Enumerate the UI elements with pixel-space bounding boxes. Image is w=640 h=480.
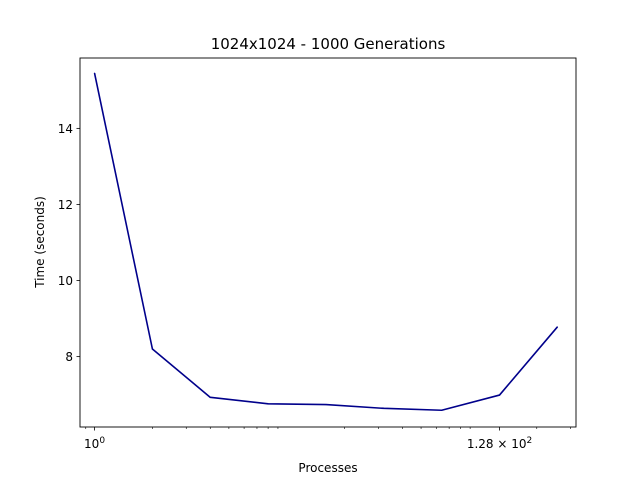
data-point: [498, 394, 501, 396]
y-tick-label: 8: [65, 350, 73, 364]
y-tick-label: 14: [58, 122, 73, 136]
y-tick-label: 12: [58, 198, 73, 212]
data-point: [556, 326, 558, 328]
y-axis-ticks: 8 10 12 14: [58, 122, 80, 364]
data-point: [209, 396, 211, 398]
x-axis-ticks: 100 1.28 × 102: [84, 427, 532, 451]
x-tick-label: 100: [84, 436, 105, 451]
data-point: [383, 407, 385, 409]
x-tick-label: 1.28 × 102: [467, 436, 532, 451]
series-layer: [93, 72, 558, 412]
data-point: [325, 403, 327, 406]
data-point: [267, 403, 269, 405]
chart-title: 1024x1024 - 1000 Generations: [211, 35, 446, 53]
data-point: [441, 409, 443, 411]
x-axis-label: Processes: [298, 461, 357, 475]
y-axis-label: Time (seconds): [33, 196, 47, 289]
data-point: [151, 348, 154, 350]
plot-frame: [79, 57, 577, 428]
plot-area: 100 1.28 × 102 8 10 12 14: [58, 57, 577, 451]
data-point: [93, 72, 96, 74]
y-tick-label: 10: [58, 274, 73, 288]
